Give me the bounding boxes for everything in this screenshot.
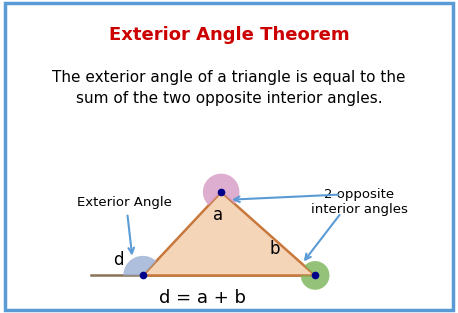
- Text: b: b: [269, 240, 280, 258]
- Text: The exterior angle of a triangle is equal to the
sum of the two opposite interio: The exterior angle of a triangle is equa…: [52, 70, 406, 106]
- Wedge shape: [301, 261, 329, 290]
- Text: d = a + b: d = a + b: [159, 289, 246, 307]
- Text: Exterior Angle Theorem: Exterior Angle Theorem: [109, 27, 349, 44]
- Text: Exterior Angle: Exterior Angle: [77, 196, 172, 209]
- Wedge shape: [123, 256, 156, 275]
- Text: 2 opposite
interior angles: 2 opposite interior angles: [311, 188, 408, 216]
- Text: a: a: [213, 206, 224, 224]
- Text: d: d: [113, 251, 123, 269]
- Wedge shape: [203, 174, 240, 205]
- Polygon shape: [143, 192, 315, 275]
